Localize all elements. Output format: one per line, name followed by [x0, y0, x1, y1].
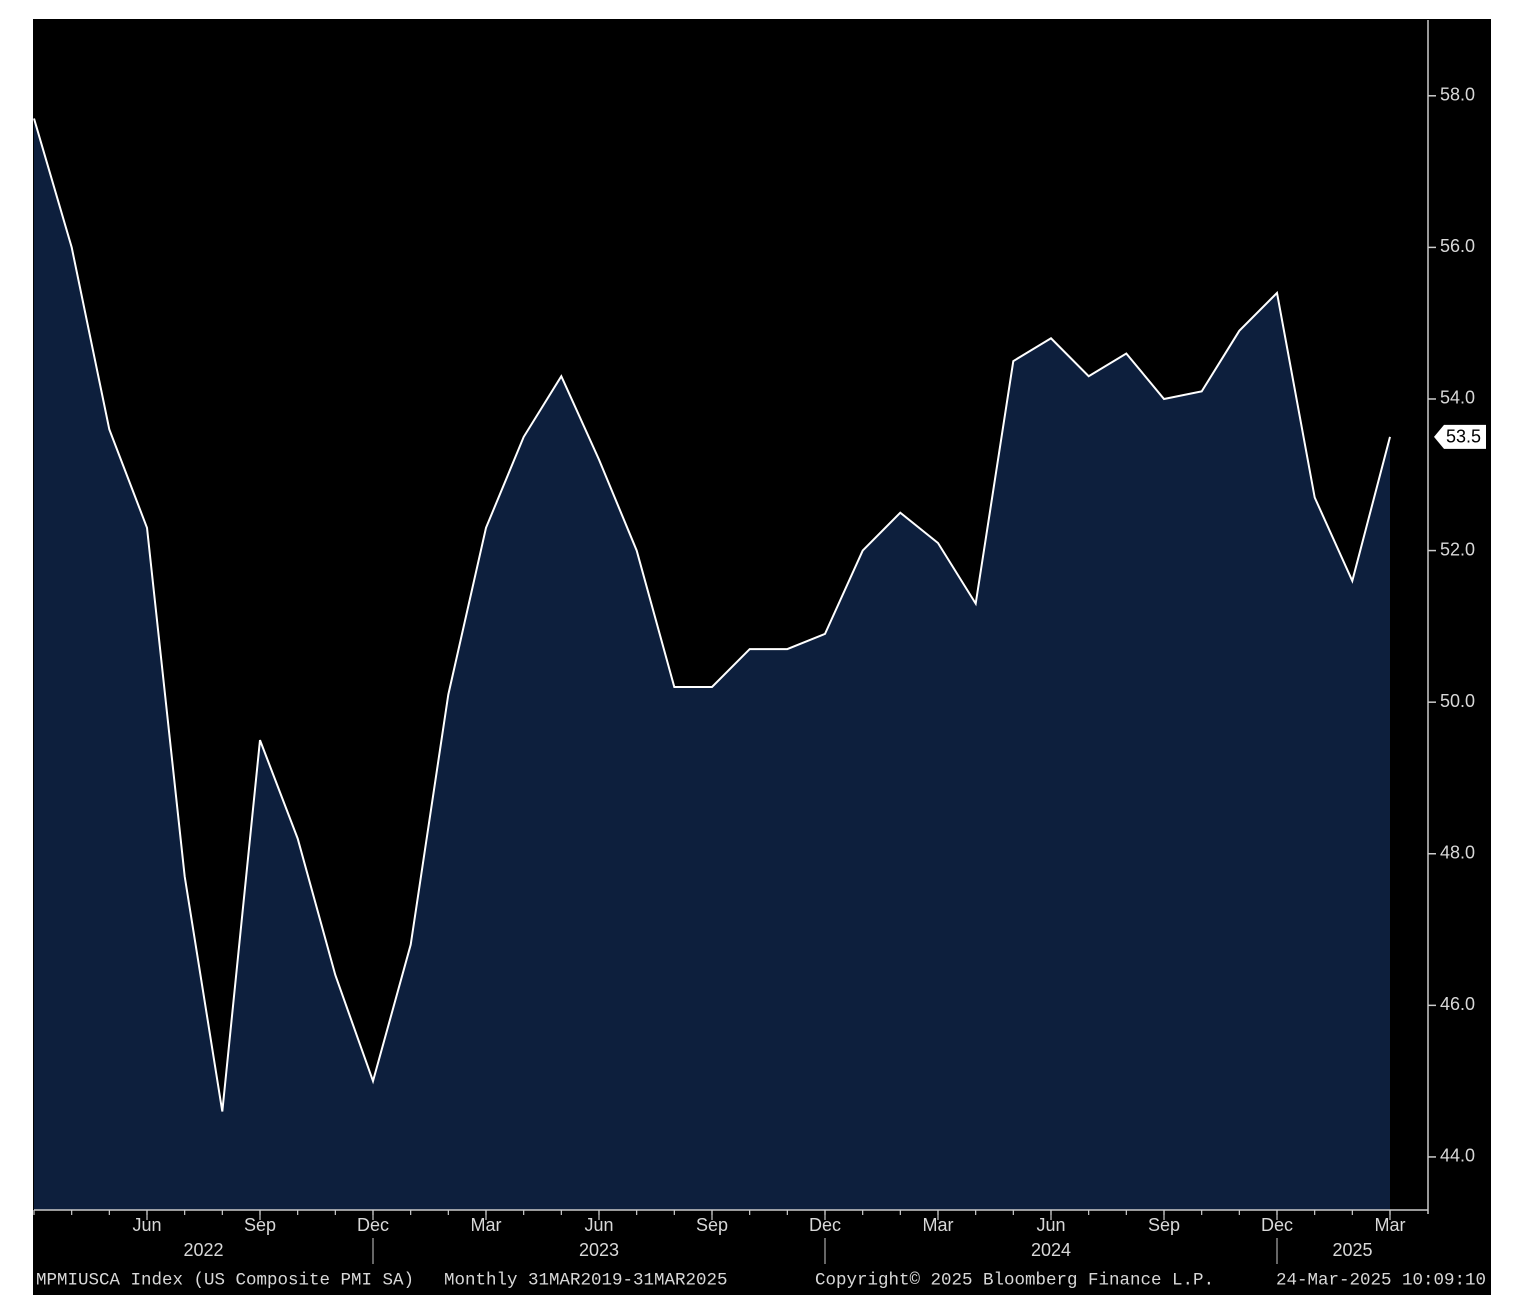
y-tick-label: 54.0 [1440, 388, 1475, 408]
x-tick-label: Mar [471, 1215, 502, 1235]
x-tick-label: Jun [1036, 1215, 1065, 1235]
footer-timestamp: 24-Mar-2025 10:09:10 [1276, 1271, 1486, 1291]
footer-range: Monthly 31MAR2019-31MAR2025 [444, 1271, 728, 1291]
y-tick-label: 50.0 [1440, 691, 1475, 711]
x-tick-label: Mar [1375, 1215, 1406, 1235]
year-label: 2022 [183, 1240, 223, 1260]
y-tick-label: 48.0 [1440, 843, 1475, 863]
last-value-label: 53.5 [1446, 427, 1481, 447]
year-label: 2023 [579, 1240, 619, 1260]
x-tick-label: Sep [1148, 1215, 1180, 1235]
y-tick-label: 52.0 [1440, 539, 1475, 559]
year-label: 2025 [1332, 1240, 1372, 1260]
footer-ticker: MPMIUSCA Index (US Composite PMI SA) [36, 1271, 414, 1291]
x-tick-label: Jun [584, 1215, 613, 1235]
y-tick-label: 58.0 [1440, 85, 1475, 105]
x-tick-label: Dec [357, 1215, 389, 1235]
footer-copyright: Copyright© 2025 Bloomberg Finance L.P. [815, 1271, 1214, 1291]
y-tick-label: 44.0 [1440, 1146, 1475, 1166]
x-tick-label: Dec [809, 1215, 841, 1235]
y-tick-label: 56.0 [1440, 236, 1475, 256]
area [34, 118, 1390, 1210]
y-tick-label: 46.0 [1440, 994, 1475, 1014]
year-label: 2024 [1031, 1240, 1071, 1260]
x-tick-label: Sep [244, 1215, 276, 1235]
x-tick-label: Sep [696, 1215, 728, 1235]
x-tick-label: Mar [923, 1215, 954, 1235]
x-tick-label: Dec [1261, 1215, 1293, 1235]
line [33, 118, 1391, 1112]
last-value-tag [1434, 424, 1486, 449]
x-tick-label: Jun [132, 1215, 161, 1235]
